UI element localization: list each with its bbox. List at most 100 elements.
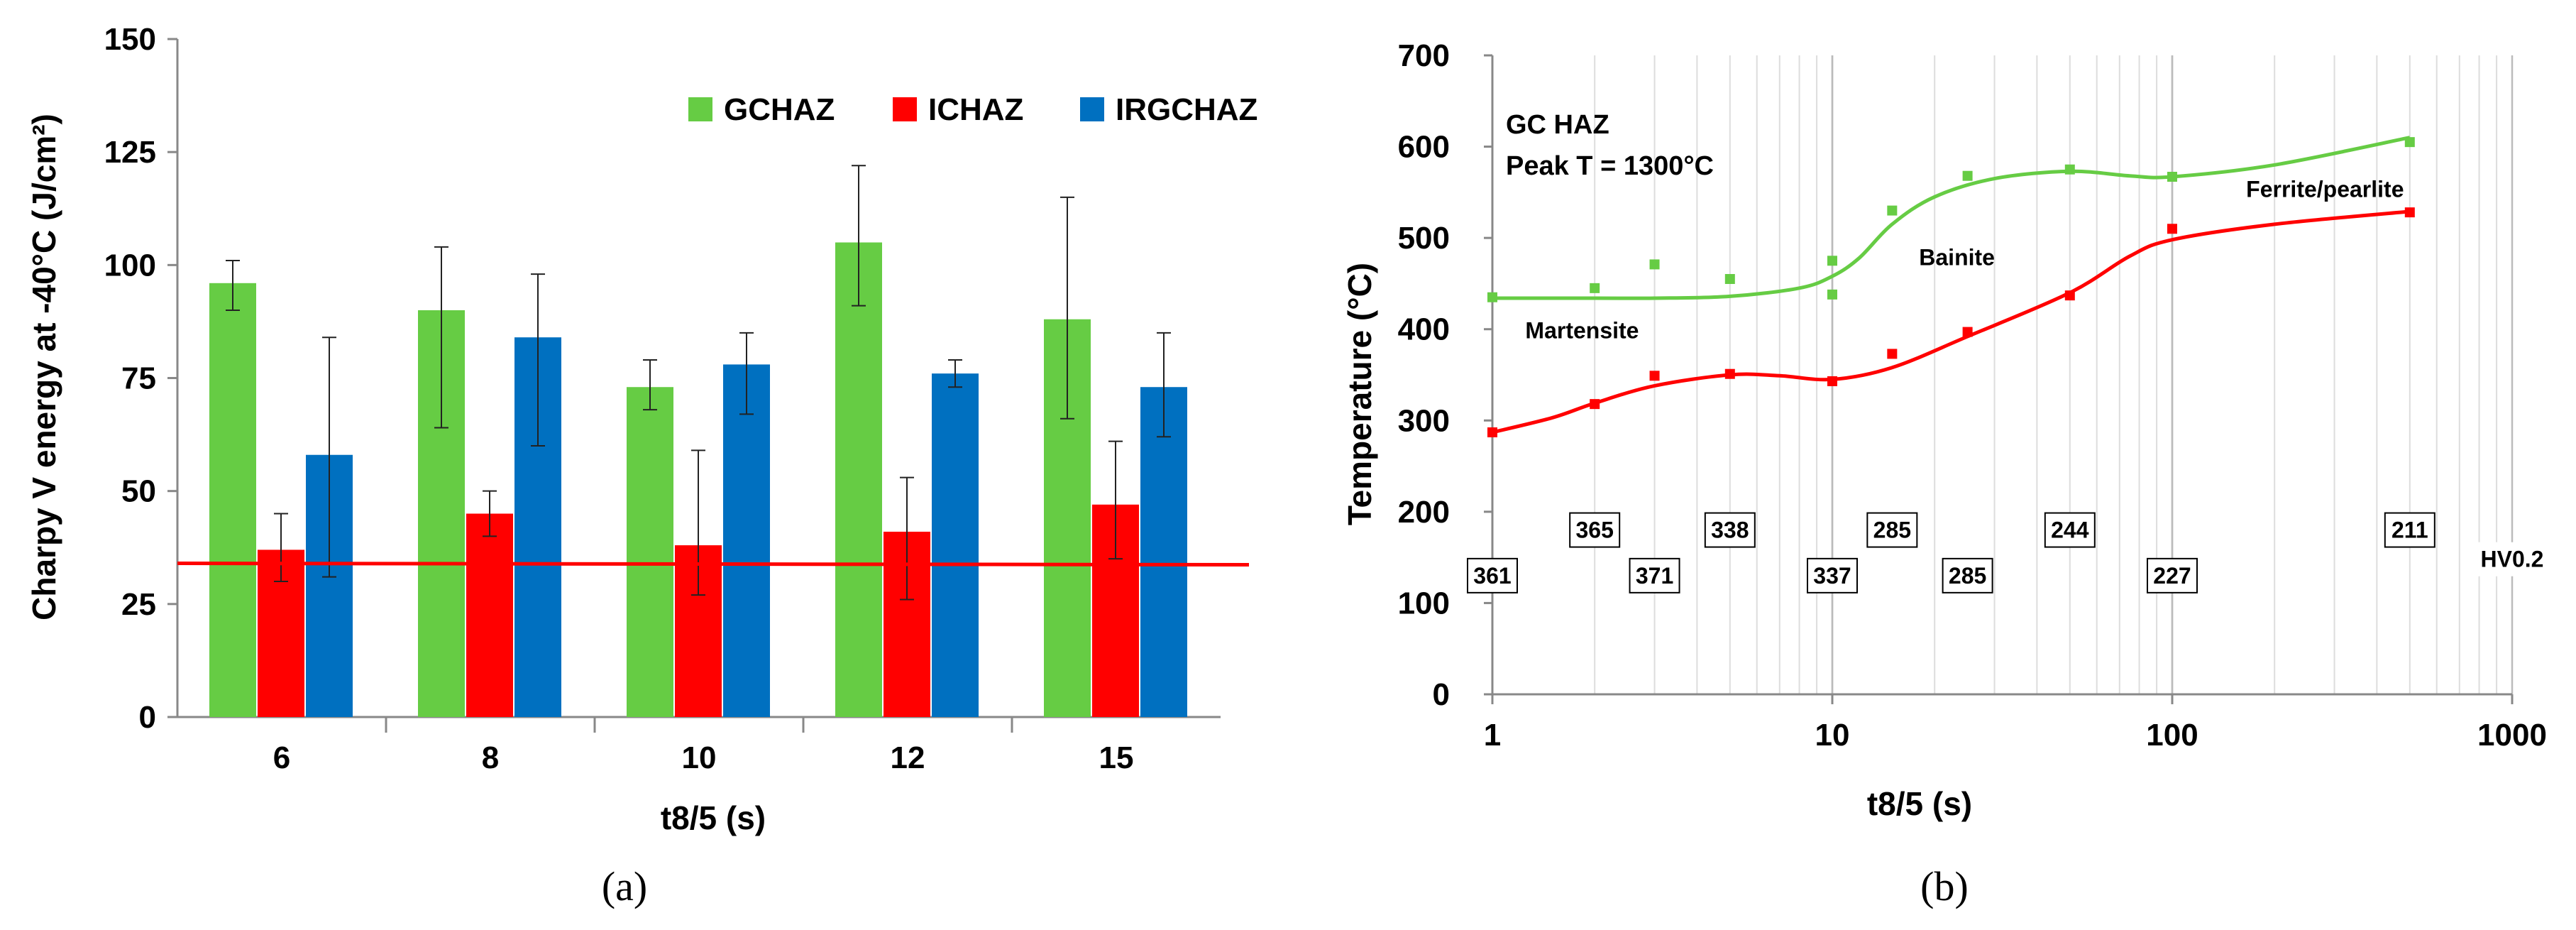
- hardness-box: [1866, 512, 1918, 548]
- hardness-label: HV0.2: [2481, 547, 2544, 572]
- panel-b-point: [2404, 207, 2415, 218]
- hardness-label: 371: [1636, 563, 1673, 589]
- panel-b-title-line-1: GC HAZ: [1506, 110, 1609, 140]
- panel-b-line-chart: 0 100 200 300 400 500 600 700 1 10 100 1000 GC HAZ P…: [1341, 38, 2549, 909]
- panel-b-point: [1827, 289, 1837, 300]
- hardness-label: 285: [1949, 563, 1986, 589]
- hardness-box: [1569, 512, 1621, 548]
- panel-b-annotations: GC HAZ Peak T = 1300°C Martensite Bainite Fe…: [1506, 110, 2404, 344]
- hardness-label: 337: [1813, 563, 1851, 589]
- hardness-box: [2044, 512, 2096, 548]
- panel-b-curves: [1492, 136, 2411, 434]
- hardness-label: 211: [2391, 518, 2428, 543]
- legend-label-gchaz: GCHAZ: [724, 92, 835, 127]
- panel-a-ytick-label: 100: [104, 248, 156, 283]
- hardness-box: [1629, 557, 1680, 593]
- bar-irgchaz-15: [1140, 387, 1187, 717]
- panel-b-point: [2064, 290, 2075, 301]
- bar-gchaz-12: [835, 242, 882, 717]
- panel-b-ytick-label: 0: [1433, 677, 1450, 712]
- legend-swatch-gchaz: [688, 97, 712, 121]
- hardness-box: [1807, 557, 1858, 593]
- panel-b-ytick-label: 100: [1398, 586, 1450, 620]
- panel-b-xtick-label: 1000: [2477, 718, 2547, 753]
- panel-a-ytick-label: 50: [121, 474, 156, 509]
- panel-b-ytick-label: 500: [1398, 221, 1450, 256]
- panel-b-ytick-label: 400: [1398, 312, 1450, 347]
- legend-label-irgchaz: IRGCHAZ: [1116, 92, 1257, 127]
- panel-a-ylabel: Charpy V energy at -40°C (J/cm²): [26, 114, 62, 620]
- panel-b-caption: (b): [1920, 863, 1969, 909]
- hardness-box: [2384, 512, 2435, 548]
- panel-a-caption: (a): [602, 863, 647, 909]
- panel-a-xtick-label: 12: [891, 740, 925, 775]
- panel-b-xtick-label: 1: [1484, 718, 1501, 753]
- panel-b-point: [1487, 427, 1497, 437]
- panel-b-point: [1887, 205, 1898, 216]
- panel-b-xtick-label: 10: [1815, 718, 1850, 753]
- panel-b-point: [1590, 283, 1600, 293]
- panel-a-xlabel: t8/5 (s): [661, 799, 766, 836]
- panel-b-point: [1649, 371, 1660, 381]
- panel-b-point: [1724, 274, 1735, 284]
- hardness-box: [1467, 557, 1518, 593]
- bar-gchaz-6: [209, 283, 256, 717]
- panel-a-ytick-label: 0: [139, 700, 156, 735]
- panel-b-xlabel: t8/5 (s): [1867, 785, 1972, 822]
- panel-b-phase-label: Ferrite/pearlite: [2246, 176, 2404, 202]
- hardness-box: [1942, 557, 1993, 593]
- panel-a-bars: [177, 165, 1250, 717]
- panel-a-xtick-label: 6: [273, 740, 290, 775]
- bar-ichaz-8: [466, 513, 513, 717]
- panel-b-ytick-label: 700: [1398, 38, 1450, 73]
- panel-b-point: [2167, 172, 2177, 182]
- legend-label-ichaz: ICHAZ: [928, 92, 1023, 127]
- panel-b-point: [1887, 349, 1898, 359]
- panel-b-curve-1: [1492, 209, 2411, 434]
- hardness-label: 338: [1711, 518, 1749, 543]
- panel-a-bar-chart: 0 25 50 75 100 125 150 6 8 10 12 15 t8/5 (s) Charpy…: [26, 22, 1257, 909]
- legend-swatch-irgchaz: [1080, 97, 1104, 121]
- panel-b-point: [1487, 292, 1497, 302]
- panel-b-xtick-label: 100: [2146, 718, 2198, 753]
- panel-a-xtick-label: 10: [682, 740, 717, 775]
- panel-b-point: [1590, 399, 1600, 410]
- panel-b-point: [1649, 259, 1660, 270]
- hardness-box: [2475, 542, 2549, 576]
- hardness-label: 361: [1473, 563, 1511, 589]
- hardness-label: 365: [1575, 518, 1613, 543]
- panel-b-point: [1962, 327, 1973, 337]
- bar-irgchaz-10: [723, 364, 770, 717]
- panel-a-xtick-label: 8: [482, 740, 499, 775]
- hardness-box: [2147, 557, 2198, 593]
- panel-b-ylabel: Temperature (°C): [1341, 263, 1378, 525]
- panel-b-point: [1962, 170, 1973, 181]
- panel-b-point: [1724, 368, 1735, 379]
- panel-b-point: [2167, 224, 2177, 234]
- panel-a-ytick-label: 125: [104, 135, 156, 170]
- panel-b-phase-label: Martensite: [1525, 318, 1639, 344]
- panel-a-legend: GCHAZ ICHAZ IRGCHAZ: [688, 92, 1257, 127]
- panel-a-ytick-label: 25: [121, 587, 156, 622]
- panel-b-ytick-label: 600: [1398, 130, 1450, 165]
- panel-a-xtick-label: 15: [1099, 740, 1134, 775]
- bar-irgchaz-12: [932, 373, 979, 717]
- panel-b-point: [1827, 376, 1837, 386]
- panel-b-curve-0: [1492, 136, 2411, 300]
- bar-gchaz-10: [627, 387, 673, 717]
- hardness-label: 285: [1873, 518, 1911, 543]
- legend-swatch-ichaz: [893, 97, 917, 121]
- panel-a-ytick-label: 75: [121, 361, 156, 396]
- panel-b-ticks: 0 100 200 300 400 500 600 700 1 10 100 1000: [1398, 38, 2547, 753]
- panel-b-point: [2064, 164, 2075, 175]
- panel-b-ytick-label: 300: [1398, 403, 1450, 438]
- panel-b-point: [1827, 256, 1837, 266]
- hardness-box: [1704, 512, 1756, 548]
- panel-b-points: [1487, 137, 2415, 437]
- panel-b-hardness-labels: 361 365 371 338 337 285 285 244 227 211 HV0.2: [1467, 512, 2549, 593]
- panel-b-ytick-label: 200: [1398, 495, 1450, 530]
- panel-a-ticks: 0 25 50 75 100 125 150 6 8 10 12 15: [104, 22, 1134, 775]
- panel-a-ytick-label: 150: [104, 22, 156, 57]
- panel-b-title-line-2: Peak T = 1300°C: [1506, 151, 1714, 181]
